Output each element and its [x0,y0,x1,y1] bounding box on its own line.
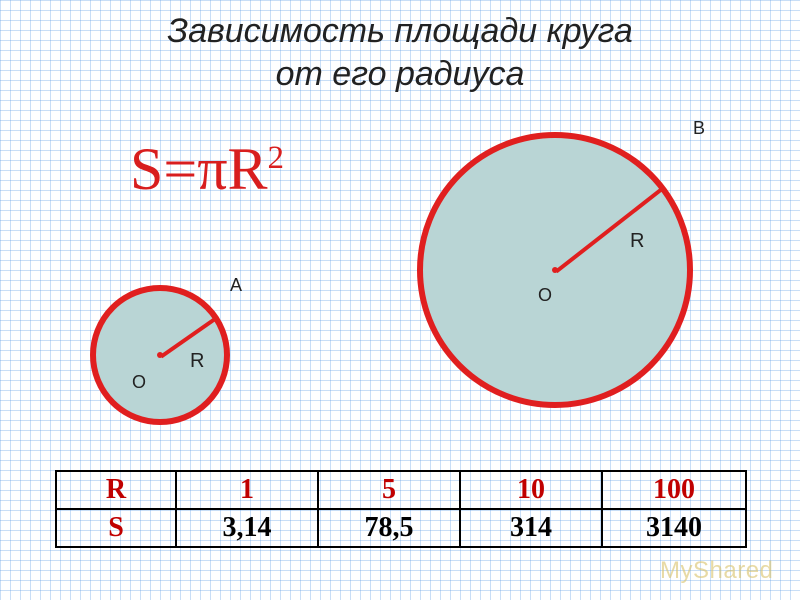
large-circle-label-B: В [693,118,705,139]
table-header-cell: 10 [460,471,602,509]
values-table: R1510100 S3,1478,53143140 [55,470,747,548]
table-cell: 314 [460,509,602,547]
table-header-cell: 1 [176,471,318,509]
formula-exp: 2 [268,140,285,176]
page-title: Зависимость площади круга от его радиуса [0,10,800,95]
large-circle-center-dot [552,267,558,273]
table-cell: 78,5 [318,509,460,547]
title-line-2: от его радиуса [276,55,525,93]
small-circle-label-A: А [230,275,242,296]
table-cell: 3,14 [176,509,318,547]
formula-S: S [130,136,163,202]
table-header-cell: R [56,471,176,509]
table-header-cell: 100 [602,471,746,509]
small-circle-label-O: О [132,372,146,393]
formula-pi: π [197,136,227,202]
formula-eq: = [163,136,197,202]
large-circle-label-R: R [630,230,644,253]
small-circle-center-dot [157,352,163,358]
formula-R: R [228,136,268,202]
title-line-1: Зависимость площади круга [167,12,633,50]
table-cell: S [56,509,176,547]
table-cell: 3140 [602,509,746,547]
watermark: MyShared [660,557,773,585]
large-circle-label-O: О [538,285,552,306]
small-circle-label-R: R [190,350,204,373]
table-header-cell: 5 [318,471,460,509]
area-formula: S=πR2 [130,135,284,204]
